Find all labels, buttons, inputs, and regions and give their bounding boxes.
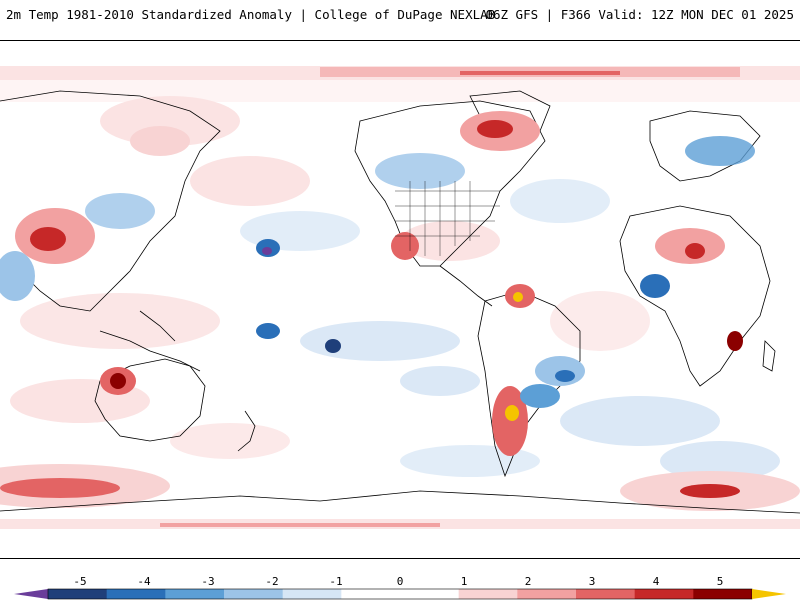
map-title: 2m Temp 1981-2010 Standardized Anomaly |… — [6, 7, 496, 22]
colorbar-tick-label: 5 — [716, 575, 724, 588]
colorbar-tick-label: 0 — [396, 575, 404, 588]
colorbar-tick-label: -5 — [73, 575, 87, 588]
colorbar-segment — [576, 589, 636, 599]
colorbar-tick-label: -3 — [201, 575, 215, 588]
colorbar-segment — [106, 589, 166, 599]
colorbar-segment — [517, 589, 577, 599]
anomaly-map — [0, 40, 800, 559]
colorbar-tick-label: -4 — [137, 575, 151, 588]
land-anomalies — [0, 111, 755, 456]
colorbar-tick-label: -2 — [265, 575, 279, 588]
colorbar — [14, 588, 786, 600]
colorbar-tick-label: 1 — [460, 575, 468, 588]
map-canvas — [0, 41, 800, 558]
colorbar-segment — [165, 589, 225, 599]
colorbar-min-arrow — [14, 589, 48, 599]
colorbar-segment — [693, 589, 753, 599]
colorbar-segment — [400, 589, 460, 599]
run-info: 06Z GFS | F366 Valid: 12Z MON DEC 01 202… — [485, 7, 794, 22]
colorbar-tick-label: 3 — [588, 575, 596, 588]
colorbar-segment — [341, 589, 401, 599]
colorbar-segment — [282, 589, 342, 599]
colorbar-segment — [224, 589, 284, 599]
colorbar-segments — [47, 588, 753, 600]
ocean-anomaly-field — [10, 96, 780, 481]
us-state-borders — [395, 181, 500, 256]
colorbar-tick-label: -1 — [329, 575, 343, 588]
colorbar-tick-label: 4 — [652, 575, 660, 588]
antarctic-anomaly-band — [0, 464, 800, 529]
colorbar-segment — [634, 589, 694, 599]
arctic-anomaly-band — [0, 66, 800, 102]
colorbar-segment — [48, 589, 108, 599]
header: 2m Temp 1981-2010 Standardized Anomaly |… — [0, 0, 800, 30]
colorbar-segment — [458, 589, 518, 599]
coastlines — [0, 90, 800, 514]
colorbar-max-arrow — [752, 589, 786, 599]
colorbar-tick-label: 2 — [524, 575, 532, 588]
